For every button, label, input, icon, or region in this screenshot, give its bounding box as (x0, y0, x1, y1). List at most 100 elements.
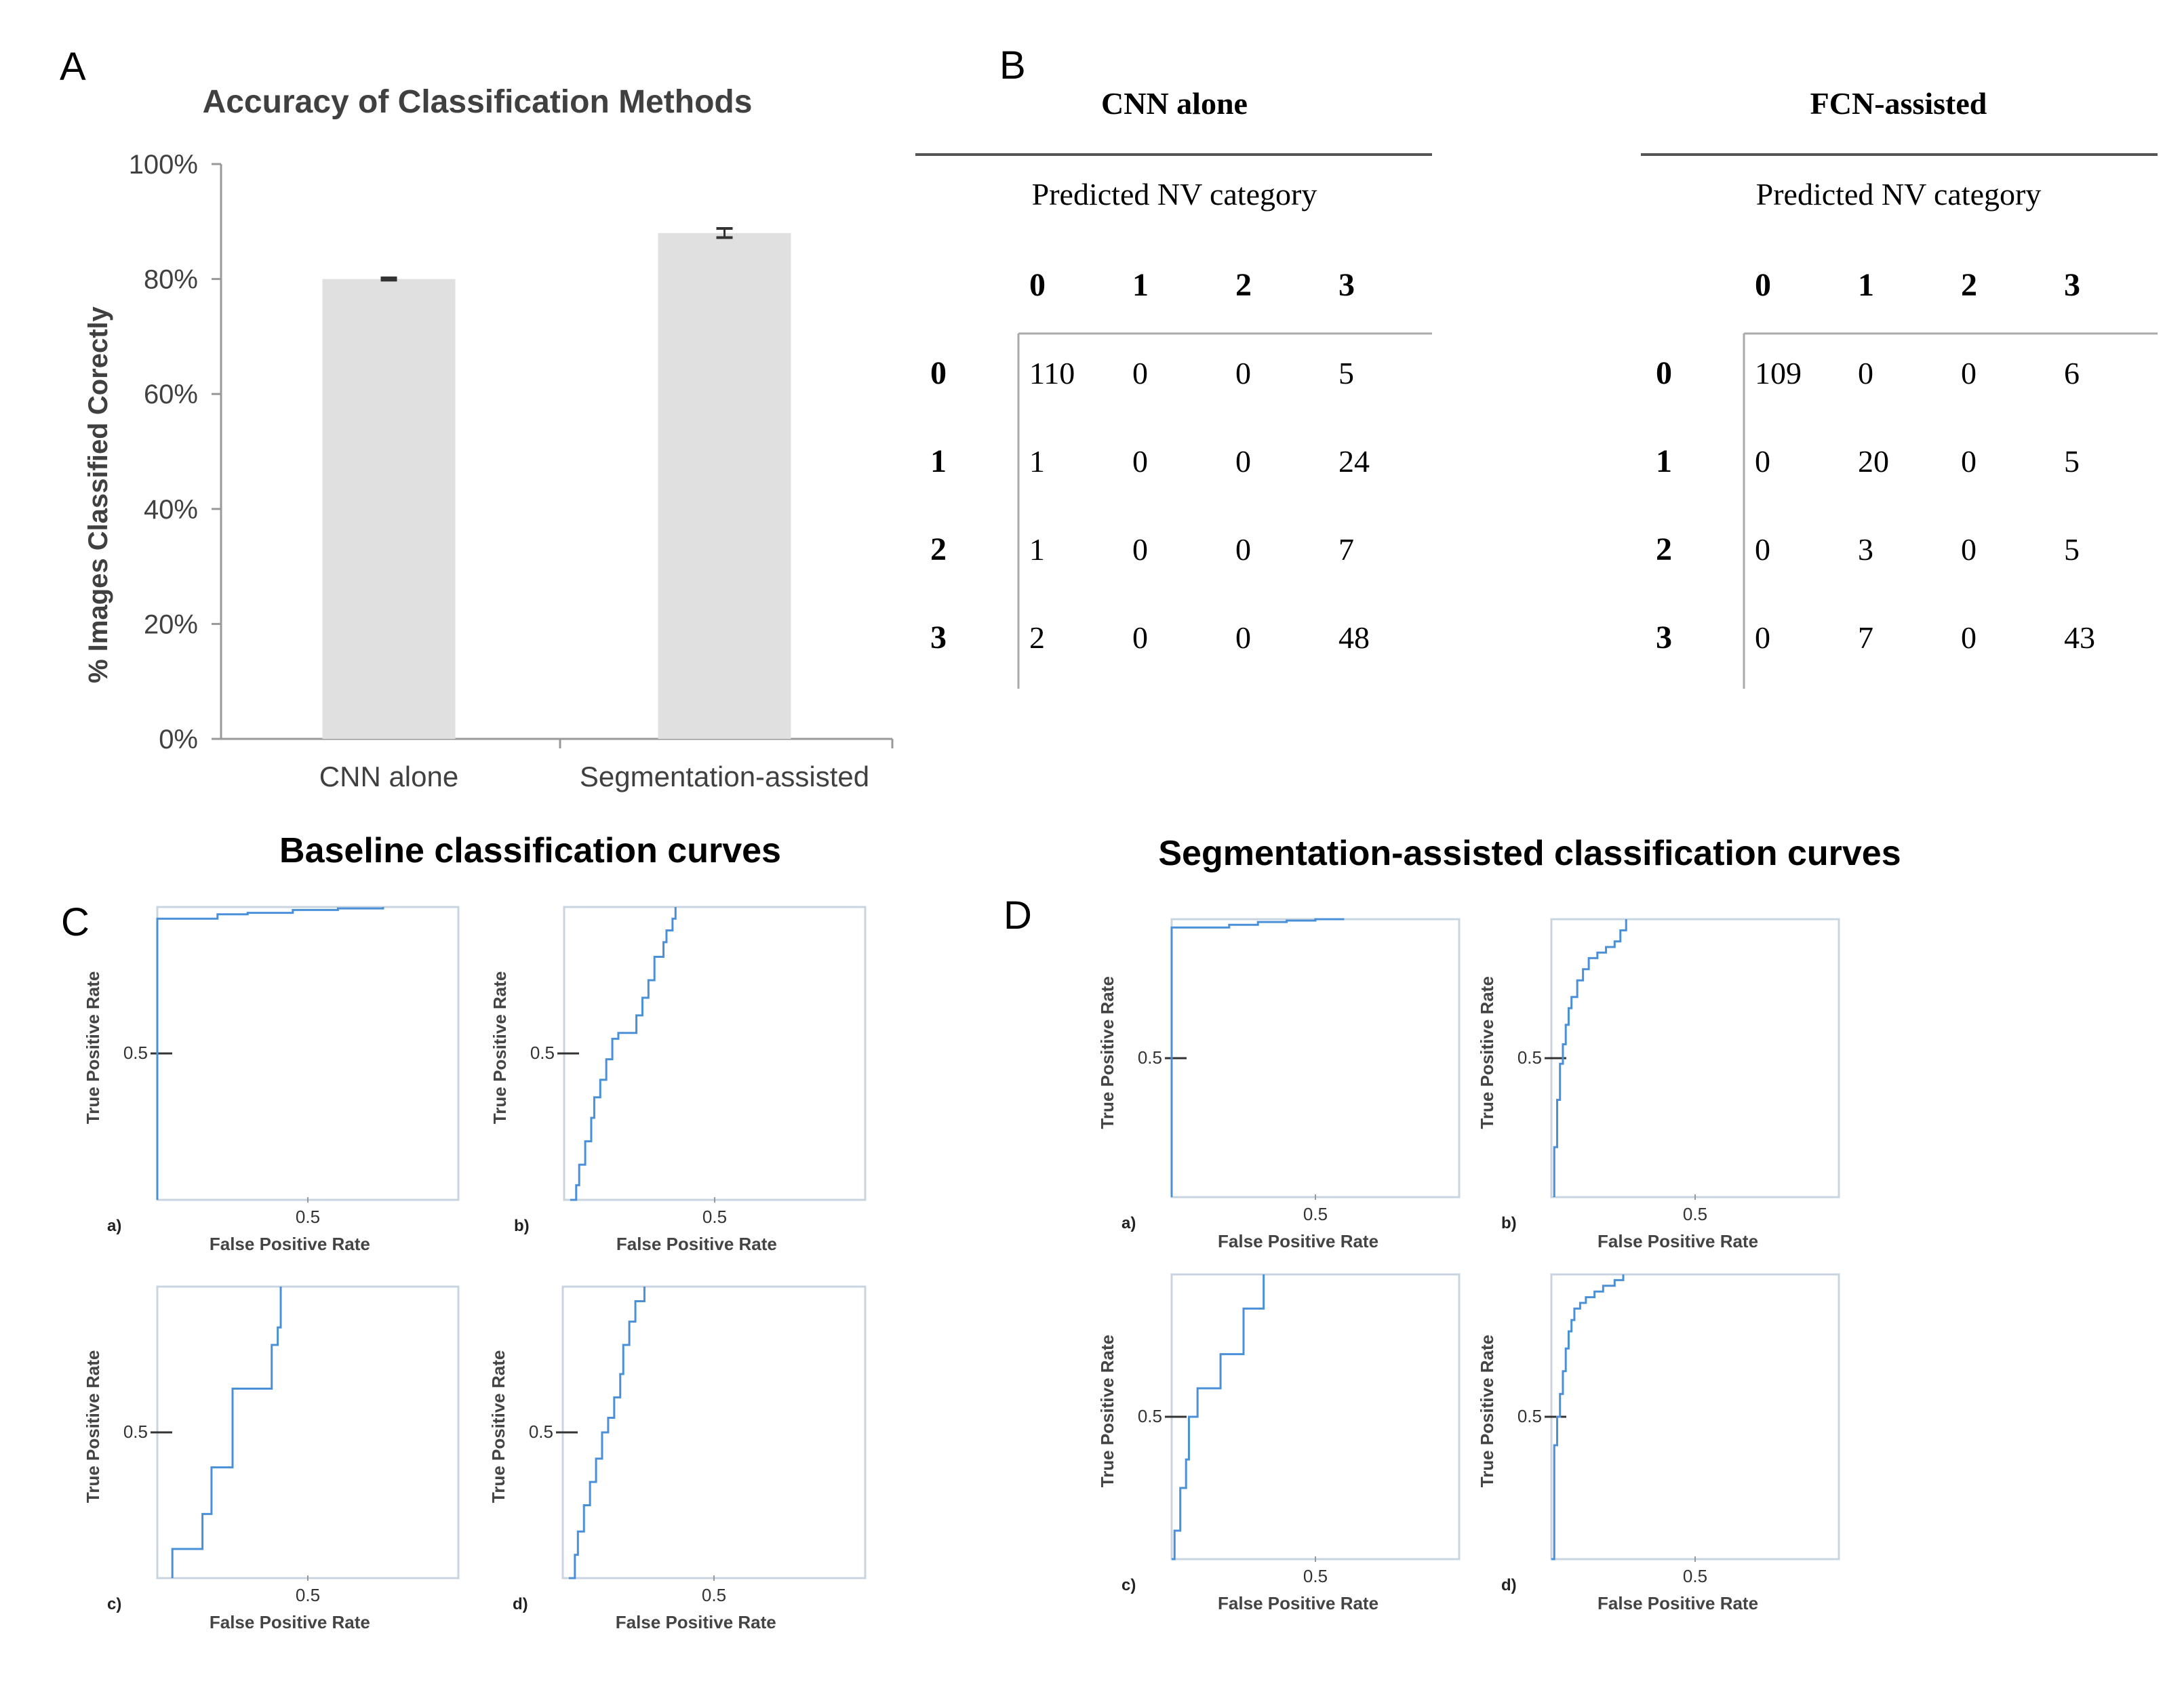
y-axis-label: % Images Classified Corectly (83, 306, 113, 683)
subplot-tag: d) (513, 1595, 528, 1613)
chart-title: Accuracy of Classification Methods (203, 84, 753, 120)
table-cell: 1 (1029, 444, 1045, 479)
x-category-label: Segmentation-assisted (580, 761, 869, 792)
y-tick-label: 0% (159, 725, 198, 754)
table-cell: 5 (2064, 532, 2080, 567)
y-axis-label: True Positive Rate (1477, 976, 1497, 1129)
bar (322, 279, 456, 740)
y-tick-label: 0.5 (530, 1043, 555, 1063)
panel-c-title: Baseline classification curves (279, 831, 781, 870)
y-tick-label: 20% (144, 609, 198, 639)
panel-letter-c: C (61, 900, 90, 944)
plot-frame (156, 906, 460, 1201)
roc-curve (1172, 1274, 1265, 1560)
y-tick-label: 0.5 (1138, 1406, 1162, 1426)
y-tick-label: 0.5 (1517, 1406, 1542, 1426)
table-cell: 0 (1235, 356, 1251, 390)
roc-plot-a: 0.5 0.5 False Positive Rate True Positive R… (1097, 918, 1461, 1251)
table-cell: 0 (1132, 532, 1148, 567)
table-cell: 0 (1858, 356, 1873, 390)
table-cell: 0 (1235, 532, 1251, 567)
x-tick-label: 0.5 (1683, 1566, 1707, 1586)
panel-b: B CNN alone Predicted NV category 0 1 2 3 0 1… (915, 43, 2158, 689)
column-header: 2 (1235, 267, 1252, 303)
table-cell: 0 (1235, 620, 1251, 655)
table-cell: 7 (1858, 620, 1873, 655)
x-axis-label: False Positive Rate (1218, 1231, 1378, 1251)
roc-curve (570, 907, 677, 1201)
subplot-tag: b) (514, 1217, 530, 1235)
table-cell: 0 (1132, 620, 1148, 655)
roc-plot-a: 0.5 0.5 False Positive Rate True Positive R… (83, 906, 460, 1254)
table-subtitle: Predicted NV category (1756, 177, 2042, 212)
y-tick-label: 100% (129, 150, 198, 180)
x-tick-label: 0.5 (1683, 1204, 1707, 1224)
panel-a: A Accuracy of Classification Methods % I… (60, 45, 894, 792)
subplot-tag: d) (1501, 1576, 1517, 1594)
row-header: 0 (930, 355, 947, 391)
x-axis-label: False Positive Rate (616, 1234, 777, 1254)
bar (658, 233, 791, 739)
table-title: CNN alone (1101, 86, 1248, 121)
roc-curve (1553, 919, 1627, 1197)
table-cell: 2 (1029, 620, 1045, 655)
table-cell: 0 (1755, 532, 1770, 567)
roc-curve (1551, 1274, 1625, 1560)
table-cell: 20 (1858, 444, 1889, 479)
x-tick-label: 0.5 (702, 1207, 727, 1227)
table-cell: 109 (1755, 356, 1802, 390)
subplot-tag: c) (1121, 1576, 1136, 1594)
y-axis-label: True Positive Rate (490, 971, 510, 1124)
plot-frame (1170, 918, 1461, 1198)
y-axis-label: True Positive Rate (83, 971, 103, 1124)
x-axis-label: False Positive Rate (616, 1612, 776, 1632)
error-bar (716, 226, 733, 239)
y-tick-label: 0.5 (123, 1422, 148, 1442)
panel-d-title: Segmentation-assisted classification cur… (1158, 834, 1901, 873)
panel-letter-b: B (999, 43, 1026, 87)
panel-c: Baseline classification curves C 0.5 0.5 F… (61, 831, 867, 1632)
y-axis-label: True Positive Rate (1097, 1335, 1117, 1487)
table-cell: 0 (1961, 356, 1977, 390)
row-header: 0 (1656, 355, 1672, 391)
roc-plot-c: 0.5 0.5 False Positive Rate True Positive R… (1097, 1273, 1461, 1613)
table-cell: 7 (1338, 532, 1354, 567)
table-cell: 110 (1029, 356, 1075, 390)
y-tick-label: 80% (144, 265, 198, 295)
row-header: 3 (1656, 620, 1672, 656)
table-fcn-assisted: FCN-assisted Predicted NV category 0 1 2 3 0… (1641, 86, 2158, 689)
x-axis-label: False Positive Rate (210, 1234, 370, 1254)
table-cell: 0 (1961, 620, 1977, 655)
row-header: 2 (1656, 531, 1672, 567)
table-cell: 0 (1755, 620, 1770, 655)
x-tick-label: 0.5 (1303, 1204, 1328, 1224)
roc-plot-d: 0.5 0.5 False Positive Rate True Positive R… (488, 1285, 867, 1632)
roc-plot-b: 0.5 0.5 False Positive Rate True Positive R… (490, 906, 867, 1254)
table-cell: 48 (1338, 620, 1370, 655)
table-cell: 0 (1961, 444, 1977, 479)
table-cell: 5 (2064, 444, 2080, 479)
panel-letter-d: D (1004, 893, 1032, 938)
roc-plot-d: 0.5 0.5 False Positive Rate True Positive R… (1477, 1273, 1840, 1613)
column-header: 3 (1338, 267, 1355, 303)
table-cell: 0 (1755, 444, 1770, 479)
subplot-tag: a) (1121, 1214, 1136, 1232)
roc-plot-b: 0.5 0.5 False Positive Rate True Positive R… (1477, 918, 1840, 1251)
subplot-tag: c) (107, 1595, 121, 1613)
table-cell: 1 (1029, 532, 1045, 567)
x-category-label: CNN alone (319, 761, 458, 792)
roc-curve (171, 1287, 282, 1578)
column-header: 3 (2064, 267, 2080, 303)
y-tick-label: 40% (144, 495, 198, 525)
table-cell: 0 (1132, 444, 1148, 479)
table-cell: 5 (1338, 356, 1354, 390)
row-header: 2 (930, 531, 947, 567)
panel-d: Segmentation-assisted classification cur… (1004, 834, 1901, 1613)
table-cell: 24 (1338, 444, 1370, 479)
roc-plot-c: 0.5 0.5 False Positive Rate True Positive R… (83, 1285, 460, 1632)
subplot-tag: a) (107, 1217, 121, 1235)
plot-frame (1550, 918, 1840, 1198)
roc-curve (1170, 918, 1345, 1197)
y-axis-label: True Positive Rate (83, 1350, 103, 1503)
